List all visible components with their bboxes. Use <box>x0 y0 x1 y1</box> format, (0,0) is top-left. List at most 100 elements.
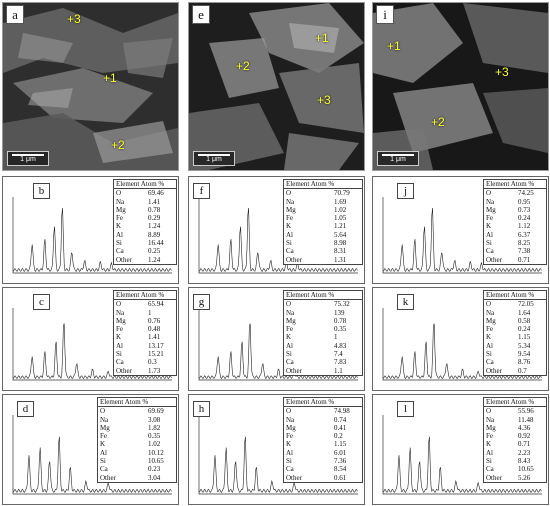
atom-percent: 15.21 <box>148 350 164 359</box>
element-name: Other <box>286 473 302 482</box>
atom-percent: 70.79 <box>334 189 350 198</box>
atom-percent: 5.26 <box>518 473 531 482</box>
panel-label: c <box>33 294 50 310</box>
atom-percent: 69.46 <box>148 189 164 198</box>
table-row: Na 1.69 <box>284 198 362 206</box>
atom-percent: 139 <box>334 308 345 317</box>
element-name: Al <box>286 230 293 239</box>
table-row: K 1.24 <box>114 222 176 230</box>
table-row: Ca 8.54 <box>284 465 362 473</box>
atom-percent: 0.73 <box>518 205 531 214</box>
atom-percent: 3.08 <box>148 415 161 424</box>
spectrum-trace <box>382 436 542 493</box>
atom-percent: 11.48 <box>518 415 534 424</box>
element-name: K <box>286 440 292 449</box>
element-name: O <box>286 189 292 198</box>
table-row: K 0.71 <box>484 440 546 448</box>
table-row: Al 13.17 <box>114 342 176 350</box>
sem-image-a: a +3 +1 +2 1 μm <box>2 2 179 171</box>
element-name: Other <box>100 473 116 482</box>
scale-bar: 1 μm <box>377 151 419 166</box>
element-name: Other <box>486 473 502 482</box>
point-label: +1 <box>315 31 329 45</box>
element-name: Na <box>286 415 295 424</box>
eds-spectrum-f: f Element Atom % O 70.79 Na 1.69 Mg 1.02 Fe 1.05… <box>188 176 365 284</box>
table-row: Other 0.61 <box>284 474 362 482</box>
table-row: Si 7.4 <box>284 350 362 358</box>
table-row: Na 139 <box>284 309 362 317</box>
spectrum-plot <box>12 197 172 274</box>
atom-percent: 1.64 <box>518 308 531 317</box>
element-name: Na <box>486 197 495 206</box>
element-name: K <box>486 333 492 342</box>
element-name: Si <box>286 239 292 248</box>
atom-percent: 13.17 <box>148 341 164 350</box>
element-name: Na <box>486 308 495 317</box>
element-name: Other <box>286 366 302 375</box>
element-name: O <box>486 189 492 198</box>
atom-percent: 0.78 <box>334 316 347 325</box>
element-name: O <box>100 407 106 416</box>
element-name: Mg <box>486 423 496 432</box>
table-row: Fe 0.35 <box>98 432 176 440</box>
table-row: O 65.94 <box>114 300 176 308</box>
table-row: Mg 1.82 <box>98 424 176 432</box>
panel-label: g <box>193 294 210 310</box>
element-name: Ca <box>116 358 124 367</box>
table-row: Si 9.54 <box>484 350 546 358</box>
table-header: Element Atom % <box>98 398 176 408</box>
point-label: +1 <box>387 39 401 53</box>
composition-table: Element Atom % O 70.79 Na 1.69 Mg 1.02 Fe 1.05 K 1… <box>283 179 363 265</box>
atom-percent: 0.25 <box>148 247 161 256</box>
table-row: Na 11.48 <box>484 416 546 424</box>
atom-percent: 1.12 <box>518 222 531 231</box>
element-name: Na <box>116 197 125 206</box>
point-label: +2 <box>431 115 445 129</box>
table-row: Mg 4.36 <box>484 424 546 432</box>
element-name: K <box>486 440 492 449</box>
point-label: +2 <box>236 59 250 73</box>
table-row: K 1.02 <box>98 440 176 448</box>
atom-percent: 8.76 <box>518 358 531 367</box>
element-name: O <box>286 300 292 309</box>
table-header: Element Atom % <box>114 291 176 301</box>
atom-percent: 8.25 <box>518 239 531 248</box>
table-row: Other 0.7 <box>484 367 546 375</box>
element-name: Si <box>286 350 292 359</box>
table-row: O 70.79 <box>284 189 362 197</box>
element-name: Fe <box>486 432 493 441</box>
element-name: Al <box>116 230 123 239</box>
table-row: Na 1.64 <box>484 309 546 317</box>
atom-percent: 0.71 <box>518 255 531 264</box>
table-row: Ca 7.83 <box>284 358 362 366</box>
atom-percent: 0.48 <box>148 325 161 334</box>
table-row: Other 1.73 <box>114 367 176 375</box>
panel-label: f <box>193 183 210 199</box>
atom-percent: 0.61 <box>334 473 347 482</box>
table-row: Other 3.04 <box>98 474 176 482</box>
panel-label: e <box>192 5 210 24</box>
element-name: O <box>116 300 122 309</box>
panel-label: j <box>397 183 414 199</box>
table-row: Al 5.64 <box>284 231 362 239</box>
atom-percent: 10.65 <box>518 465 534 474</box>
element-name: Other <box>116 255 132 264</box>
table-row: Ca 8.76 <box>484 358 546 366</box>
atom-percent: 0.35 <box>334 325 347 334</box>
eds-spectrum-d: d Element Atom % O 69.69 Na 3.08 Mg 1.82 Fe 0.35… <box>2 394 179 505</box>
table-row: Mg 0.58 <box>484 317 546 325</box>
table-row: Na 0.95 <box>484 198 546 206</box>
atom-percent: 1.82 <box>148 423 161 432</box>
table-row: Ca 0.25 <box>114 247 176 255</box>
table-row: Al 6.01 <box>284 449 362 457</box>
atom-percent: 1.15 <box>518 333 531 342</box>
atom-percent: 0.41 <box>334 423 347 432</box>
element-name: Fe <box>116 214 123 223</box>
sem-image-i: i +1 +3 +2 1 μm <box>372 2 549 171</box>
table-row: K 1.21 <box>284 222 362 230</box>
atom-percent: 5.34 <box>518 341 531 350</box>
element-name: Mg <box>286 205 296 214</box>
atom-percent: 10.12 <box>148 448 164 457</box>
table-row: Other 0.71 <box>484 256 546 264</box>
atom-percent: 8.89 <box>148 230 161 239</box>
